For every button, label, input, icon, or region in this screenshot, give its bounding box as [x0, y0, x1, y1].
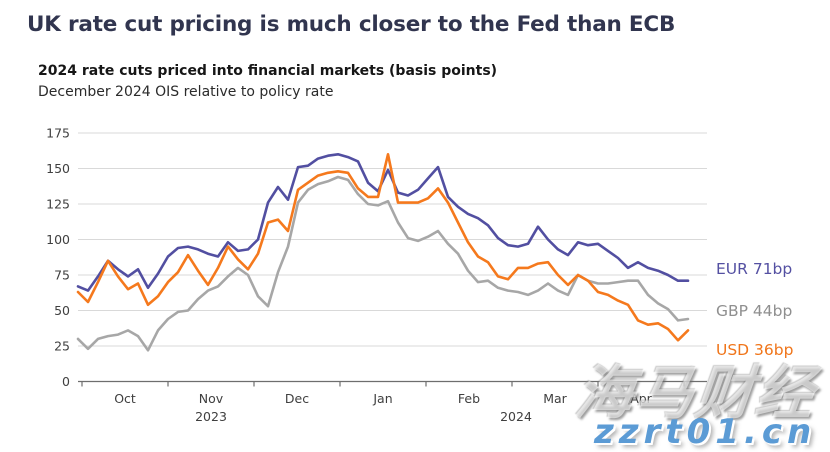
y-axis-tick-label: 125 [46, 197, 70, 212]
y-axis-tick-label: 25 [54, 339, 70, 354]
chart-subtitle: December 2024 OIS relative to policy rat… [38, 84, 334, 100]
y-axis-tick-label: 175 [46, 126, 70, 141]
chart-title: 2024 rate cuts priced into financial mar… [38, 63, 498, 79]
y-axis-tick-label: 50 [54, 303, 70, 318]
month-label: Nov [199, 391, 224, 406]
year-label: 2024 [500, 409, 532, 424]
month-label: Dec [285, 391, 309, 406]
page-title: UK rate cut pricing is much closer to th… [27, 12, 676, 37]
month-label: Feb [458, 391, 480, 406]
year-label: 2023 [195, 409, 227, 424]
month-label: Mar [543, 391, 567, 406]
legend-gbp: GBP 44bp [716, 302, 793, 320]
month-label: Oct [114, 391, 136, 406]
y-axis-tick-label: 75 [54, 268, 70, 283]
month-label: Apr [630, 391, 652, 406]
y-axis-tick-label: 100 [46, 232, 70, 247]
legend-usd: USD 36bp [716, 341, 794, 359]
y-axis-tick-label: 150 [46, 161, 70, 176]
series-line-GBP [76, 175, 690, 352]
series-line-USD [76, 153, 690, 342]
y-axis-tick-label: 0 [62, 374, 70, 389]
legend-eur: EUR 71bp [716, 260, 793, 278]
month-label: Jan [372, 391, 392, 406]
